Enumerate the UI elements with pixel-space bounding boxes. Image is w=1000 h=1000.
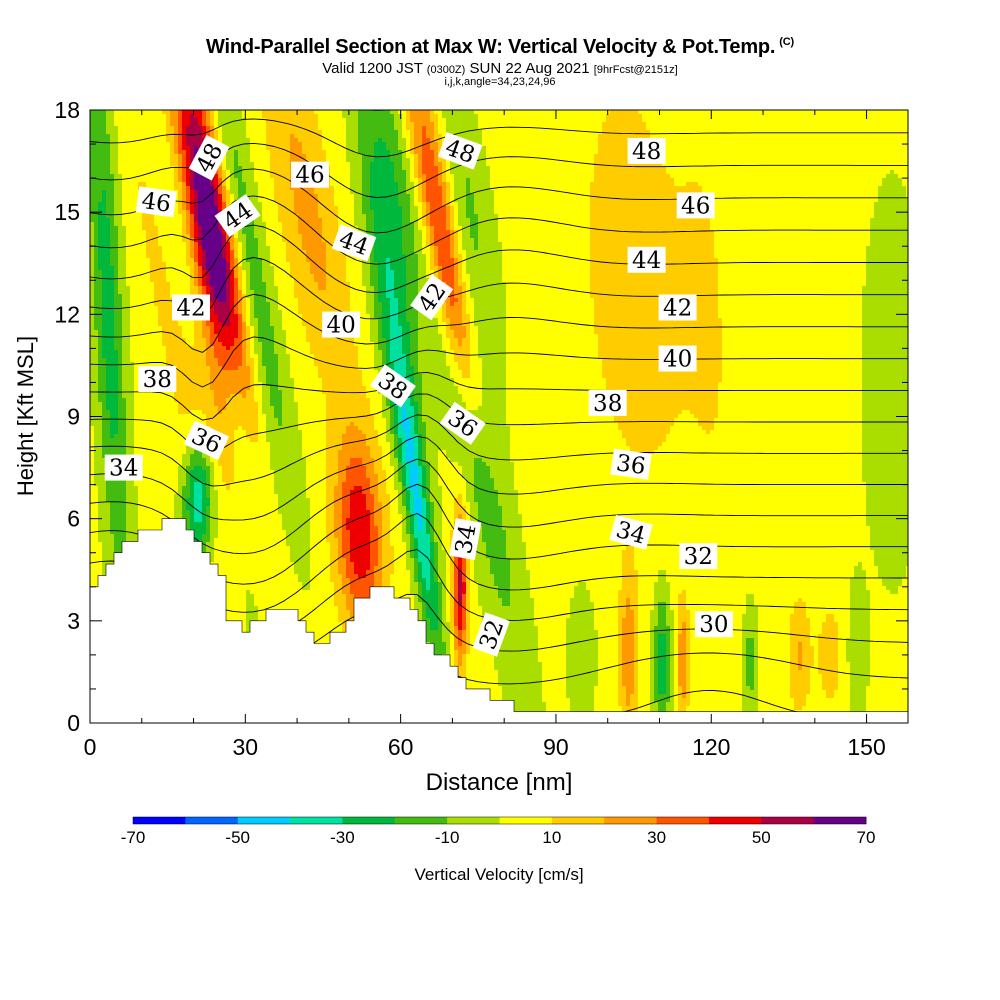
x-tick-label: 120	[692, 734, 730, 760]
colorbar-swatch	[500, 817, 553, 824]
contour-label-42: 42	[659, 295, 697, 322]
colorbar-swatch	[657, 817, 710, 824]
contour-label-text: 30	[699, 612, 728, 638]
colorbar-swatch	[761, 817, 814, 824]
contour-label-text: 42	[176, 296, 205, 322]
contour-label-38: 38	[589, 390, 627, 417]
x-tick-label: 0	[84, 734, 97, 760]
colorbar-swatch	[814, 817, 867, 824]
y-tick-label: 6	[67, 506, 80, 532]
colorbar-swatch	[133, 817, 186, 824]
contour-label-text: 34	[451, 523, 482, 556]
x-tick-label: 150	[847, 734, 885, 760]
cross-section-chart: 4846 444648 484644 4442 42 42404038 38 3836 3636…	[0, 0, 1000, 1000]
contour-label-text: 48	[632, 139, 661, 165]
contour-label-text: 46	[140, 188, 173, 218]
x-axis-label: Distance [nm]	[426, 769, 573, 796]
contour-label-text: 32	[684, 544, 713, 570]
contour-label-34: 34	[105, 455, 143, 482]
contour-label-text: 42	[663, 296, 692, 322]
contour-label-46: 46	[291, 162, 329, 189]
colorbar-tick-label: -70	[121, 828, 146, 847]
colorbar-swatch	[238, 817, 291, 824]
contour-label-text: 46	[295, 163, 324, 189]
y-tick-label: 18	[54, 97, 80, 123]
contour-label-40: 40	[659, 346, 697, 373]
colorbar-tick-label: 10	[542, 828, 561, 847]
page: Wind-Parallel Section at Max W: Vertical…	[0, 0, 1000, 1000]
contour-label-text: 34	[109, 456, 138, 482]
colorbar-swatch	[709, 817, 762, 824]
colorbar-tick-label: 50	[752, 828, 771, 847]
contour-label-text: 46	[681, 193, 710, 219]
colorbar-swatch	[185, 817, 238, 824]
contour-label-46: 46	[136, 186, 177, 218]
contour-label-30: 30	[695, 611, 733, 638]
colorbar-swatch	[447, 817, 500, 824]
contour-label-36: 36	[610, 449, 651, 481]
y-tick-label: 9	[67, 404, 80, 430]
contour-label-38: 38	[138, 366, 176, 393]
contour-label-text: 38	[593, 391, 622, 417]
colorbar-swatch	[342, 817, 395, 824]
y-tick-label: 12	[54, 301, 80, 327]
contour-label-text: 40	[663, 347, 692, 373]
colorbar-tick-label: 70	[857, 828, 876, 847]
colorbar-swatch	[552, 817, 605, 824]
contour-label-32: 32	[679, 543, 717, 570]
colorbar-tick-label: -30	[330, 828, 355, 847]
colorbar-swatch	[395, 817, 448, 824]
contour-label-text: 44	[632, 248, 661, 274]
contour-label-42: 42	[172, 295, 210, 322]
colorbar-swatch	[604, 817, 657, 824]
contour-label-48: 48	[628, 138, 666, 165]
colorbar: -70 -50 -30 -10 10 30 50 70	[121, 817, 876, 847]
colorbar-tick-label: -10	[435, 828, 460, 847]
x-tick-label: 90	[543, 734, 569, 760]
contour-label-text: 38	[143, 367, 172, 393]
y-tick-label: 3	[67, 608, 80, 634]
colorbar-tick-label: 30	[647, 828, 666, 847]
y-tick-label: 15	[54, 199, 80, 225]
y-tick-label: 0	[67, 710, 80, 736]
colorbar-label: Vertical Velocity [cm/s]	[414, 865, 583, 884]
contour-label-text: 40	[326, 313, 355, 339]
colorbar-tick-label: -50	[225, 828, 250, 847]
contour-label-46: 46	[677, 192, 715, 219]
contour-label-text: 36	[615, 450, 648, 480]
x-tick-label: 60	[388, 734, 414, 760]
y-axis-label: Height [Kft MSL]	[13, 336, 38, 496]
contour-label-40: 40	[322, 312, 360, 339]
contour-label-44: 44	[628, 247, 666, 274]
x-tick-label: 30	[233, 734, 259, 760]
colorbar-swatch	[290, 817, 343, 824]
